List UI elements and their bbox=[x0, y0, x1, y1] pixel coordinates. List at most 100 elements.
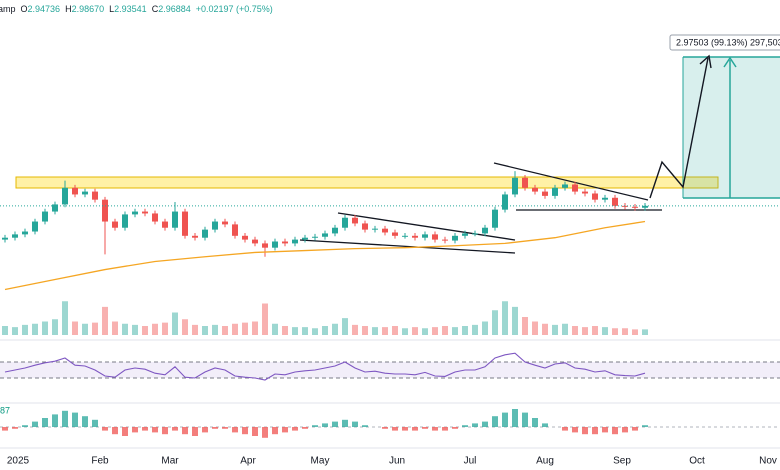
volume-bar bbox=[42, 321, 48, 335]
candle-body bbox=[102, 199, 108, 222]
macd-bar bbox=[112, 427, 118, 435]
macd-bar bbox=[322, 423, 328, 427]
macd-bar bbox=[462, 425, 468, 427]
candle-body bbox=[282, 241, 288, 244]
volume-bar bbox=[32, 323, 38, 335]
macd-bar bbox=[582, 427, 588, 435]
volume-bar bbox=[52, 319, 58, 335]
macd-bar bbox=[262, 427, 268, 438]
candle-body bbox=[532, 187, 538, 192]
macd-bar bbox=[132, 427, 138, 433]
candle-body bbox=[122, 214, 128, 228]
macd-bar bbox=[32, 421, 38, 427]
volume-bar bbox=[562, 323, 568, 335]
volume-bar bbox=[622, 328, 628, 335]
macd-bar bbox=[122, 427, 128, 436]
macd-bar bbox=[162, 427, 168, 435]
candle-body bbox=[292, 239, 298, 244]
macd-bar bbox=[492, 416, 498, 427]
macd-bar bbox=[142, 427, 148, 431]
volume-bar bbox=[492, 310, 498, 335]
candle-body bbox=[182, 211, 188, 236]
candle-body bbox=[92, 191, 98, 200]
candle-body bbox=[192, 235, 198, 238]
volume-bar bbox=[252, 321, 258, 335]
trendline bbox=[299, 239, 516, 254]
volume-bar bbox=[12, 327, 18, 335]
macd-bar bbox=[292, 427, 298, 431]
macd-bar bbox=[392, 427, 398, 431]
candle-body bbox=[542, 191, 548, 196]
macd-bar bbox=[72, 412, 78, 427]
volume-bar bbox=[232, 323, 238, 335]
volume-bar bbox=[202, 326, 208, 335]
candle-body bbox=[412, 235, 418, 238]
macd-bar bbox=[192, 427, 198, 436]
volume-bar bbox=[642, 329, 648, 335]
macd-bar bbox=[272, 427, 278, 435]
candle-body bbox=[372, 228, 378, 230]
candle-body bbox=[432, 234, 438, 240]
candle-body bbox=[512, 177, 518, 195]
volume-bar bbox=[482, 321, 488, 335]
x-tick-label: Nov bbox=[759, 456, 777, 467]
volume-bar bbox=[82, 323, 88, 335]
macd-bar bbox=[572, 427, 578, 433]
candle-body bbox=[632, 206, 638, 208]
candle-body bbox=[402, 235, 408, 237]
volume-bar bbox=[342, 318, 348, 335]
candle-body bbox=[202, 229, 208, 238]
macd-bar bbox=[252, 427, 258, 436]
volume-bar bbox=[402, 328, 408, 335]
macd-bar bbox=[432, 427, 438, 431]
macd-bar bbox=[532, 418, 538, 427]
volume-bar bbox=[462, 326, 468, 335]
volume-bar bbox=[522, 317, 528, 335]
macd-bar bbox=[402, 427, 408, 431]
volume-bar bbox=[312, 328, 318, 335]
volume-bar bbox=[302, 327, 308, 335]
candle-body bbox=[52, 204, 58, 212]
volume-bar bbox=[322, 326, 328, 335]
volume-bar bbox=[132, 324, 138, 335]
header-item: amp bbox=[0, 4, 16, 14]
candle-body bbox=[422, 234, 428, 238]
volume-bar bbox=[162, 322, 168, 335]
candle-body bbox=[82, 191, 88, 195]
candle-body bbox=[572, 184, 578, 192]
candle-body bbox=[252, 239, 258, 244]
volume-bar bbox=[222, 326, 228, 335]
x-tick-label: Sep bbox=[613, 456, 631, 467]
macd-bar bbox=[542, 423, 548, 427]
candle-body bbox=[212, 221, 218, 230]
plot: 2025 Feb Mar Apr May Jun Jul Aug Sep Oct Nov bbox=[0, 171, 780, 467]
macd-bar bbox=[412, 427, 418, 431]
candle-body bbox=[232, 224, 238, 236]
candle-body bbox=[522, 177, 528, 188]
volume-bar bbox=[72, 321, 78, 335]
candle-body bbox=[492, 209, 498, 228]
volume-bar bbox=[502, 301, 508, 335]
header-item: 2.93541 bbox=[114, 4, 147, 14]
candle-body bbox=[172, 211, 178, 228]
macd-bar bbox=[152, 427, 158, 433]
candle-body bbox=[482, 227, 488, 234]
macd-bar bbox=[502, 412, 508, 427]
target-box bbox=[683, 57, 780, 198]
volume-bar bbox=[602, 327, 608, 335]
volume-bar bbox=[362, 326, 368, 335]
candle-body bbox=[242, 235, 248, 240]
header-item: C bbox=[152, 4, 159, 14]
macd-bar bbox=[512, 409, 518, 427]
volume-bar bbox=[442, 326, 448, 335]
candle-body bbox=[452, 235, 458, 241]
x-tick-label: Feb bbox=[91, 456, 109, 467]
x-tick-label: Apr bbox=[240, 456, 256, 467]
volume-bar bbox=[592, 326, 598, 335]
trendline bbox=[493, 162, 649, 201]
candle-body bbox=[582, 191, 588, 194]
candle-body bbox=[32, 221, 38, 232]
volume-bar bbox=[192, 324, 198, 335]
